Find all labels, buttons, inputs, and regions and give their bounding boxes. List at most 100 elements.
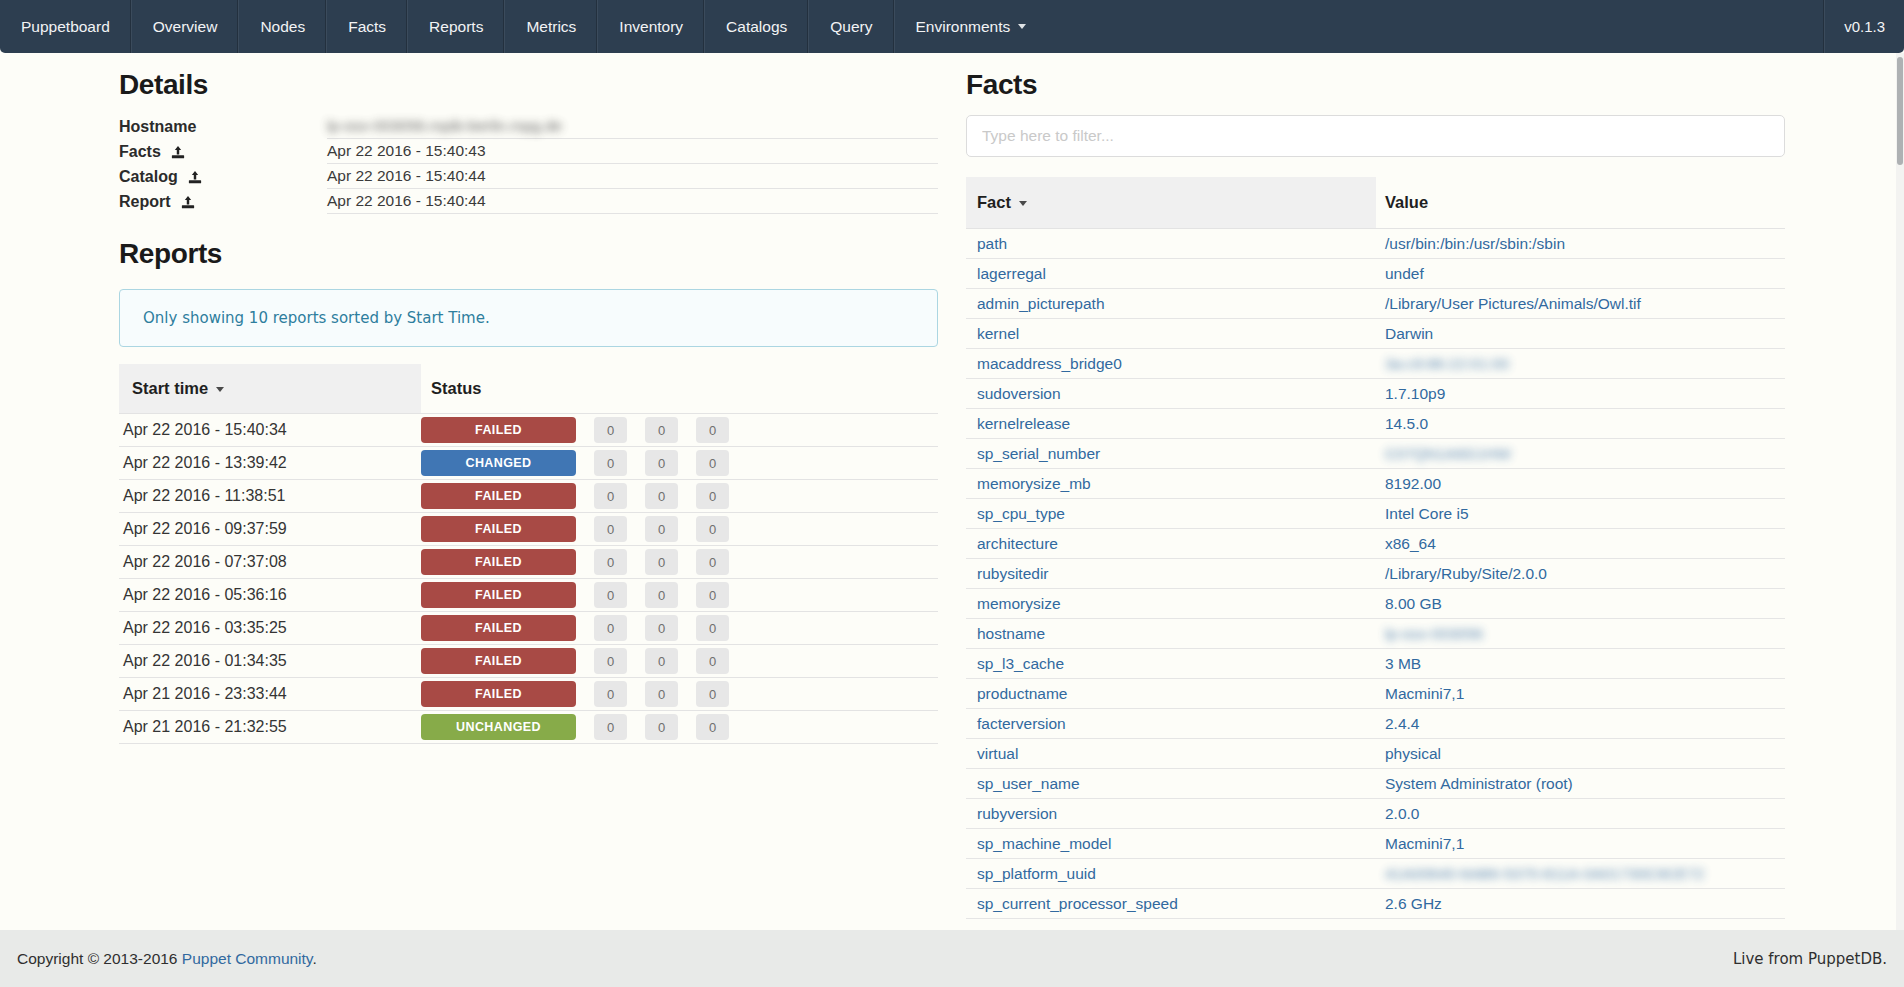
fact-value-link[interactable]: undef <box>1385 265 1424 282</box>
count-badge[interactable]: 0 <box>594 648 627 674</box>
count-badge[interactable]: 0 <box>645 549 678 575</box>
fact-value-link[interactable]: Darwin <box>1385 325 1433 342</box>
count-badge[interactable]: 0 <box>594 417 627 443</box>
status-badge[interactable]: FAILED <box>421 582 576 608</box>
fact-value-link[interactable]: /Library/Ruby/Site/2.0.0 <box>1385 565 1547 582</box>
status-badge[interactable]: FAILED <box>421 516 576 542</box>
facts-filter-input[interactable] <box>966 115 1785 157</box>
fact-name-link[interactable]: sudoversion <box>977 385 1061 402</box>
fact-value-link[interactable]: /Library/User Pictures/Animals/Owl.tif <box>1385 295 1641 312</box>
nav-item-inventory[interactable]: Inventory <box>597 0 704 53</box>
column-header-start-time[interactable]: Start time <box>119 364 421 413</box>
count-badge[interactable]: 0 <box>696 483 729 509</box>
nav-item-nodes[interactable]: Nodes <box>238 0 326 53</box>
fact-value-link[interactable]: 14.5.0 <box>1385 415 1428 432</box>
fact-name-link[interactable]: rubysitedir <box>977 565 1049 582</box>
fact-name-link[interactable]: rubyversion <box>977 805 1057 822</box>
scrollbar-thumb[interactable] <box>1897 57 1903 165</box>
fact-value-link[interactable]: 2.6 GHz <box>1385 895 1442 912</box>
fact-value-link[interactable]: Macmini7,1 <box>1385 685 1464 702</box>
count-badge[interactable]: 0 <box>696 549 729 575</box>
status-badge[interactable]: CHANGED <box>421 450 576 476</box>
count-badge[interactable]: 0 <box>645 582 678 608</box>
fact-name-link[interactable]: sp_serial_number <box>977 445 1100 462</box>
status-badge[interactable]: FAILED <box>421 483 576 509</box>
count-badge[interactable]: 0 <box>696 417 729 443</box>
fact-name-link[interactable]: sp_cpu_type <box>977 505 1065 522</box>
count-badge[interactable]: 0 <box>594 582 627 608</box>
fact-name-link[interactable]: sp_l3_cache <box>977 655 1064 672</box>
fact-name-link[interactable]: sp_user_name <box>977 775 1080 792</box>
count-badge[interactable]: 0 <box>645 417 678 443</box>
fact-name-link[interactable]: sp_machine_model <box>977 835 1111 852</box>
count-badge[interactable]: 0 <box>696 516 729 542</box>
count-badge[interactable]: 0 <box>645 483 678 509</box>
fact-name-link[interactable]: hostname <box>977 625 1045 642</box>
fact-value-link[interactable]: 41A00640-6AB6-5370-811A-0A01730C9CE72 <box>1385 865 1704 882</box>
detail-label-facts[interactable]: Facts <box>119 139 327 164</box>
status-badge[interactable]: FAILED <box>421 648 576 674</box>
fact-name-link[interactable]: productname <box>977 685 1067 702</box>
puppet-community-link[interactable]: Puppet Community <box>182 950 313 967</box>
scrollbar-track[interactable] <box>1896 53 1904 930</box>
fact-value-link[interactable]: 2.0.0 <box>1385 805 1419 822</box>
fact-value-link[interactable]: Macmini7,1 <box>1385 835 1464 852</box>
fact-value-link[interactable]: /usr/bin:/bin:/usr/sbin:/sbin <box>1385 235 1565 252</box>
nav-item-environments[interactable]: Environments <box>894 0 1048 53</box>
nav-item-metrics[interactable]: Metrics <box>504 0 597 53</box>
fact-value-link[interactable]: 8192.00 <box>1385 475 1441 492</box>
status-badge[interactable]: FAILED <box>421 615 576 641</box>
fact-value-link[interactable]: 8.00 GB <box>1385 595 1442 612</box>
fact-value-link[interactable]: 2.4.4 <box>1385 715 1419 732</box>
nav-item-reports[interactable]: Reports <box>407 0 504 53</box>
count-badge[interactable]: 0 <box>696 582 729 608</box>
count-badge[interactable]: 0 <box>645 615 678 641</box>
count-badge[interactable]: 0 <box>696 714 729 740</box>
fact-name-link[interactable]: sp_current_processor_speed <box>977 895 1178 912</box>
status-badge[interactable]: FAILED <box>421 417 576 443</box>
count-badge[interactable]: 0 <box>696 648 729 674</box>
nav-item-facts[interactable]: Facts <box>326 0 407 53</box>
count-badge[interactable]: 0 <box>645 516 678 542</box>
column-header-fact[interactable]: Fact <box>966 177 1376 228</box>
fact-name-link[interactable]: sp_platform_uuid <box>977 865 1096 882</box>
detail-label-report[interactable]: Report <box>119 189 327 214</box>
fact-name-link[interactable]: memorysize <box>977 595 1061 612</box>
fact-value-link[interactable]: C07QN1A6G1HW <box>1385 445 1511 462</box>
count-badge[interactable]: 0 <box>594 450 627 476</box>
count-badge[interactable]: 0 <box>645 681 678 707</box>
fact-value-link[interactable]: x86_64 <box>1385 535 1436 552</box>
fact-name-link[interactable]: virtual <box>977 745 1018 762</box>
nav-item-catalogs[interactable]: Catalogs <box>704 0 808 53</box>
count-badge[interactable]: 0 <box>645 648 678 674</box>
fact-value-link[interactable]: Intel Core i5 <box>1385 505 1469 522</box>
nav-item-puppetboard[interactable]: Puppetboard <box>0 0 131 53</box>
fact-name-link[interactable]: architecture <box>977 535 1058 552</box>
count-badge[interactable]: 0 <box>696 681 729 707</box>
status-badge[interactable]: UNCHANGED <box>421 714 576 740</box>
nav-item-overview[interactable]: Overview <box>131 0 239 53</box>
fact-name-link[interactable]: macaddress_bridge0 <box>977 355 1122 372</box>
fact-name-link[interactable]: memorysize_mb <box>977 475 1091 492</box>
status-badge[interactable]: FAILED <box>421 549 576 575</box>
count-badge[interactable]: 0 <box>594 615 627 641</box>
fact-value-link[interactable]: 3a:c9:86:22:01:00 <box>1385 355 1509 372</box>
fact-name-link[interactable]: facterversion <box>977 715 1066 732</box>
nav-item-query[interactable]: Query <box>808 0 893 53</box>
fact-name-link[interactable]: path <box>977 235 1007 252</box>
fact-value-link[interactable]: System Administrator (root) <box>1385 775 1573 792</box>
status-badge[interactable]: FAILED <box>421 681 576 707</box>
count-badge[interactable]: 0 <box>594 681 627 707</box>
count-badge[interactable]: 0 <box>594 516 627 542</box>
count-badge[interactable]: 0 <box>645 714 678 740</box>
count-badge[interactable]: 0 <box>594 549 627 575</box>
detail-label-catalog[interactable]: Catalog <box>119 164 327 189</box>
fact-value-link[interactable]: physical <box>1385 745 1441 762</box>
count-badge[interactable]: 0 <box>696 615 729 641</box>
fact-value-link[interactable]: lp-osx-003056 <box>1385 625 1483 642</box>
fact-name-link[interactable]: lagerregal <box>977 265 1046 282</box>
fact-value-link[interactable]: 3 MB <box>1385 655 1421 672</box>
count-badge[interactable]: 0 <box>696 450 729 476</box>
fact-name-link[interactable]: kernelrelease <box>977 415 1070 432</box>
count-badge[interactable]: 0 <box>645 450 678 476</box>
